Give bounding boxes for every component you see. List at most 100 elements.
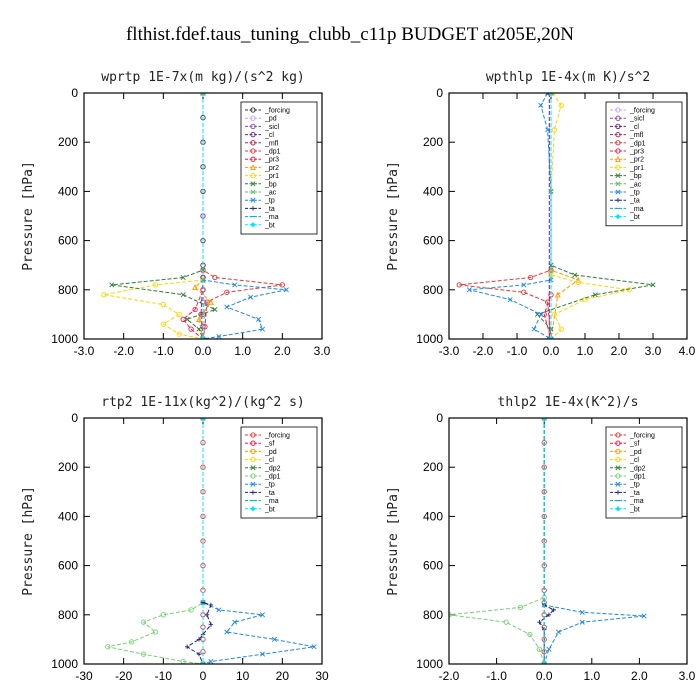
- wprtp-series-pr1-point: [152, 282, 159, 288]
- wprtp-title: wprtp 1E-7x(m kg)/(s^2 kg): [101, 70, 305, 85]
- rtp2-legend-label-tp: _tp: [264, 482, 275, 489]
- rtp2-series-ta-point: [204, 612, 210, 617]
- thlp2-series-dp1-point: [536, 646, 543, 652]
- wpthlp-series-tp-point: [548, 336, 554, 339]
- thlp2-legend: _forcing_sf_pd_cl_dp2 _dp1_tp_ta_ma_bt: [605, 426, 683, 519]
- thlp2-legend-marker-tp: [615, 481, 621, 487]
- wpthlp-series-pr1-line: [550, 93, 630, 339]
- rtp2-y-tick-label: 200: [58, 460, 78, 474]
- wprtp-x-tick-label: 3.0: [314, 344, 331, 358]
- wpthlp-legend-box: [605, 101, 683, 227]
- wpthlp-plot-frame: [448, 92, 688, 340]
- thlp2-legend-label-dp2: _dp2: [629, 465, 646, 472]
- thlp2-title: thlp2 1E-4x(K^2)/s: [498, 395, 639, 410]
- wpthlp-x-tick-label: 0.0: [543, 344, 560, 358]
- thlp2-series-ta-point: [551, 607, 556, 613]
- thlp2-y-tick-label: 800: [423, 608, 443, 622]
- wprtp-series-pd-point: [201, 299, 207, 305]
- rtp2-x-tick-label: 10: [236, 669, 250, 683]
- wprtp-x-tick-label: -1.0: [153, 344, 174, 358]
- rtp2-series-tp-point: [200, 661, 206, 664]
- rtp2-y-tick-label: 600: [58, 559, 78, 573]
- rtp2-series-dp1-point: [140, 651, 147, 657]
- wprtp-legend-label-mfl: _mfl: [264, 140, 279, 147]
- wpthlp-series-group: [456, 93, 656, 339]
- thlp2-series-tp-point: [541, 661, 547, 664]
- wprtp-legend-label-ma: _ma: [264, 214, 279, 221]
- wprtp-series-pr2-point: [208, 298, 214, 305]
- rtp2-legend-marker-tp: [250, 481, 256, 487]
- wpthlp-series-pr1-point: [575, 279, 581, 286]
- rtp2-series-ta-point: [196, 651, 202, 657]
- wprtp-series-tp-point: [248, 294, 254, 300]
- wpthlp-legend-label-forcing: _forcing: [629, 108, 655, 115]
- wprtp-legend-marker-pr3: [250, 156, 256, 162]
- wpthlp-legend-marker-cl: [615, 123, 621, 130]
- wpthlp-series-pr1-point: [558, 102, 564, 108]
- rtp2-legend-marker-bt: [250, 506, 256, 512]
- wprtp-series-dp1-point: [279, 282, 285, 288]
- wprtp-series-bp-point: [196, 326, 202, 332]
- rtp2-legend-label-ma: _ma: [264, 498, 279, 505]
- wprtp-series-bp-point: [184, 316, 190, 322]
- wprtp-x-tick-label: 1.0: [234, 344, 251, 358]
- thlp2-legend-label-pd: _pd: [629, 449, 642, 456]
- rtp2-legend-marker-cl: [250, 456, 256, 463]
- thlp2-x-tick-label: 3.0: [679, 669, 696, 683]
- rtp2-series-tp-point: [232, 619, 238, 625]
- thlp2-legend-label-dp1: _dp1: [629, 474, 646, 481]
- wpthlp-y-tick-label: 0: [436, 86, 443, 100]
- wprtp-legend-marker-bt: [250, 222, 256, 228]
- thlp2-series-dp1-line: [449, 418, 545, 664]
- panels-group: wprtp 1E-7x(m kg)/(s^2 kg) Pressure [hPa]…: [21, 70, 696, 683]
- wpthlp-y-tick-label: 800: [423, 283, 443, 297]
- wpthlp-series-tp-line: [469, 93, 552, 339]
- wpthlp-series-pr1-point: [558, 326, 564, 332]
- wprtp-legend-marker-pr2: [250, 164, 256, 171]
- wpthlp-legend-marker-ac: [615, 181, 621, 187]
- wprtp-series-dp1-line: [202, 93, 283, 339]
- wpthlp-legend-label-ta: _ta: [629, 198, 640, 205]
- thlp2-x-tick-label: -2.0: [439, 669, 460, 683]
- rtp2-legend-label-cl: _cl: [264, 457, 274, 464]
- wpthlp-series-bp-point: [572, 272, 578, 278]
- wpthlp-legend-marker-ta: [615, 198, 621, 203]
- wpthlp-series-pr1-point: [582, 296, 588, 303]
- thlp2-legend-marker-pd: [615, 448, 621, 455]
- rtp2-legend-label-sf: _sf: [264, 441, 274, 448]
- wpthlp-legend: _forcing_sicl_cl_mfl_dp1_pr3_pr2_pr1_bp_…: [605, 101, 683, 227]
- wprtp-series-dp1-point: [204, 299, 210, 305]
- wpthlp-y-tick-label: 1000: [416, 332, 443, 346]
- wprtp-legend-label-pr3: _pr3: [264, 157, 279, 164]
- rtp2-legend-marker-pd: [250, 448, 256, 455]
- thlp2-legend-marker-forcing: [615, 432, 621, 438]
- rtp2-series-tp-line: [202, 418, 315, 664]
- wprtp-legend-label-ac: _ac: [264, 190, 277, 197]
- wprtp-y-tick-label: 400: [58, 184, 78, 198]
- wprtp-y-axis-label: Pressure [hPa]: [21, 161, 36, 271]
- rtp2-panel: rtp2 1E-11x(kg^2)/(kg^2 s) Pressure [hPa]…: [21, 395, 329, 683]
- wpthlp-series-tp-point: [507, 297, 513, 303]
- wprtp-y-tick-label: 0: [71, 86, 78, 100]
- wprtp-legend: _forcing_pd_sicl_cl_mfl_dp1_pr3_pr2_pr1_…: [240, 101, 318, 235]
- wpthlp-legend-label-bp: _bp: [629, 173, 642, 180]
- rtp2-series-tp-point: [208, 659, 214, 664]
- wpthlp-series-tp-point: [538, 102, 544, 108]
- wpthlp-series-pr1-point: [551, 127, 558, 133]
- rtp2-x-tick-label: 30: [315, 669, 329, 683]
- wpthlp-x-tick-label: -1.0: [507, 344, 528, 358]
- rtp2-legend-marker-forcing: [250, 432, 256, 438]
- wprtp-series-tp-point: [200, 336, 206, 339]
- rtp2-series-dp1-point: [128, 639, 135, 645]
- rtp2-legend-label-forcing: _forcing: [264, 433, 290, 440]
- thlp2-series-tp-point: [579, 619, 585, 625]
- wprtp-legend-label-pd: _pd: [264, 116, 277, 123]
- rtp2-series-tp-point: [259, 612, 266, 618]
- wprtp-plot-frame: [83, 92, 323, 340]
- thlp2-legend-marker-sf: [615, 440, 621, 446]
- wpthlp-series-tp-point: [545, 93, 551, 96]
- wprtp-series-bp-point: [180, 274, 186, 281]
- rtp2-legend-label-bt: _bt: [264, 506, 275, 513]
- wprtp-series-tp-line: [202, 93, 287, 339]
- thlp2-y-tick-label: 400: [423, 509, 443, 523]
